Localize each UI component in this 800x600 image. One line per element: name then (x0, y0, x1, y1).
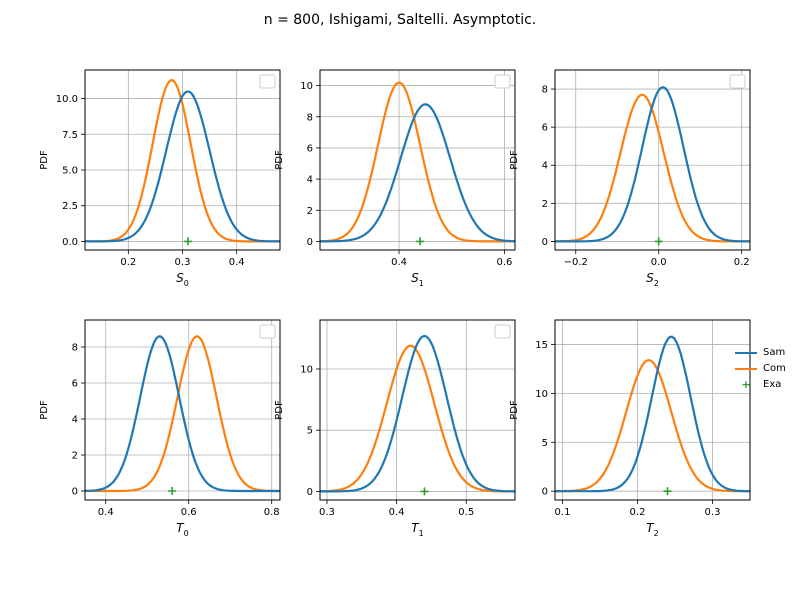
legend-marker-plus: + (735, 377, 757, 393)
axes-spine (320, 70, 515, 250)
xtick-label: 0.2 (120, 257, 136, 268)
curve-blue (85, 336, 280, 491)
legend-label: Exa (763, 377, 781, 393)
ytick-label: 2 (307, 206, 313, 217)
ytick-label: 6 (307, 143, 313, 154)
subplot: −0.2 0.0 0.2 0 2 4 6 8 S2 PDF (509, 70, 750, 288)
xtick-label: 0.4 (391, 257, 407, 268)
ytick-label: 5 (542, 438, 548, 449)
xtick-label: 0.2 (630, 507, 646, 518)
curve-orange (320, 346, 515, 492)
exact-marker-icon (416, 237, 424, 245)
xlabel: S2 (646, 271, 659, 288)
xtick-label: 0.1 (555, 507, 571, 518)
xtick-label: 0.0 (651, 257, 667, 268)
exact-marker-icon (184, 237, 192, 245)
xtick-label: 0.4 (389, 507, 405, 518)
figure-title: n = 800, Ishigami, Saltelli. Asymptotic. (264, 12, 537, 28)
curve-orange (320, 83, 515, 242)
legend-overflow: Sam Com + Exa (735, 345, 786, 393)
figure: n = 800, Ishigami, Saltelli. Asymptotic.… (0, 0, 800, 600)
ylabel: PDF (39, 150, 50, 170)
ytick-label: 10 (300, 81, 313, 92)
xlabel: T0 (176, 521, 188, 538)
xtick-label: 0.3 (175, 257, 191, 268)
legend-swatch-orange (735, 368, 757, 370)
legend-item-com: Com (735, 361, 786, 377)
exact-marker-icon (664, 487, 672, 495)
ytick-label: 0.0 (62, 237, 78, 248)
xtick-label: 0.8 (264, 507, 280, 518)
legend-item-sam: Sam (735, 345, 786, 361)
ytick-label: 2 (72, 451, 78, 462)
xtick-label: 0.5 (458, 507, 474, 518)
ytick-label: 8 (72, 343, 78, 354)
ytick-label: 4 (72, 415, 78, 426)
xtick-label: 0.3 (705, 507, 721, 518)
exact-marker-icon (168, 487, 176, 495)
ylabel: PDF (509, 150, 520, 170)
exact-marker-icon (655, 237, 663, 245)
ytick-label: 10 (300, 364, 313, 375)
mini-legend-box (260, 325, 275, 338)
ytick-label: 5.0 (62, 166, 78, 177)
ytick-label: 10.0 (56, 94, 78, 105)
exact-marker-icon (420, 487, 428, 495)
subplot: 0.4 0.6 0 2 4 6 8 10 S1 PDF (274, 70, 515, 288)
xlabel: S1 (411, 271, 424, 288)
ylabel: PDF (274, 150, 285, 170)
ytick-label: 0 (72, 487, 78, 498)
ytick-label: 2.5 (62, 201, 78, 212)
xtick-label: −0.2 (564, 257, 588, 268)
xtick-label: 0.2 (734, 257, 750, 268)
legend-swatch-blue (735, 352, 757, 354)
ylabel: PDF (274, 400, 285, 420)
xtick-label: 0.4 (229, 257, 245, 268)
ytick-label: 2 (542, 199, 548, 210)
curve-blue (320, 104, 515, 241)
ytick-label: 8 (307, 112, 313, 123)
ytick-label: 4 (542, 161, 548, 172)
subplot: 0.2 0.3 0.4 0.0 2.5 5.0 7.5 10.0 S0 PDF (39, 70, 280, 288)
ytick-label: 8 (542, 85, 548, 96)
ytick-label: 5 (307, 426, 313, 437)
ytick-label: 0 (542, 487, 548, 498)
ylabel: PDF (39, 400, 50, 420)
curve-orange (555, 95, 750, 242)
ytick-label: 0 (307, 487, 313, 498)
ytick-label: 7.5 (62, 130, 78, 141)
xtick-label: 0.6 (497, 257, 513, 268)
curve-blue (555, 337, 750, 492)
legend-label: Sam (763, 345, 785, 361)
xlabel: T2 (646, 521, 658, 538)
xtick-label: 0.4 (98, 507, 114, 518)
ytick-label: 15 (535, 340, 548, 351)
mini-legend-box (260, 75, 275, 88)
ytick-label: 10 (535, 389, 548, 400)
mini-legend-box (495, 75, 510, 88)
xlabel: T1 (411, 521, 423, 538)
subplot: 0.4 0.6 0.8 0 2 4 6 8 T0 PDF (39, 320, 280, 538)
ytick-label: 0 (542, 237, 548, 248)
legend-item-exact: + Exa (735, 377, 786, 393)
subplot: 0.1 0.2 0.3 0 5 10 15 T2 PDF (509, 320, 750, 538)
ytick-label: 6 (542, 123, 548, 134)
xtick-label: 0.3 (319, 507, 335, 518)
axes-spine (320, 320, 515, 500)
xtick-label: 0.6 (181, 507, 197, 518)
ytick-label: 0 (307, 237, 313, 248)
ylabel: PDF (509, 400, 520, 420)
axes-spine (555, 70, 750, 250)
curve-orange (555, 360, 750, 491)
xlabel: S0 (176, 271, 189, 288)
mini-legend-box (495, 325, 510, 338)
curve-blue (320, 336, 515, 491)
legend-label: Com (763, 361, 786, 377)
subplot: 0.3 0.4 0.5 0 5 10 T1 PDF (274, 320, 515, 538)
ytick-label: 4 (307, 175, 313, 186)
axes-spine (555, 320, 750, 500)
ytick-label: 6 (72, 379, 78, 390)
mini-legend-box (730, 75, 745, 88)
